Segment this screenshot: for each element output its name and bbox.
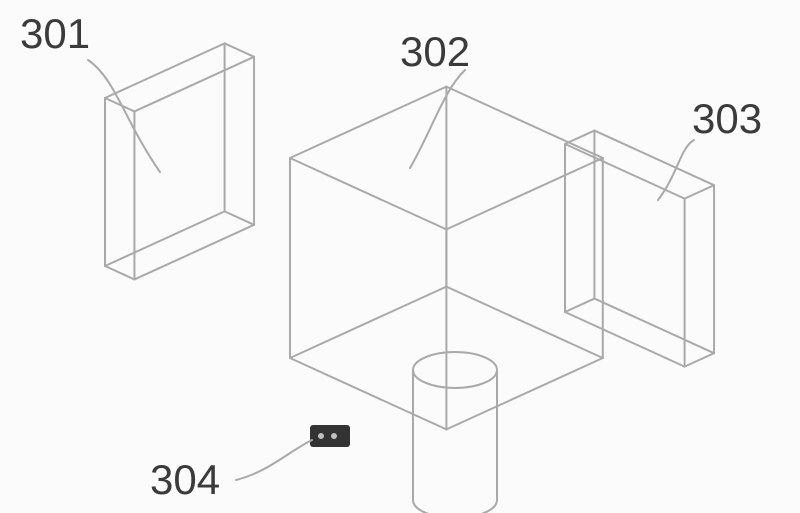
callout-label-302: 302 <box>400 28 470 76</box>
callout-label-303: 303 <box>692 95 762 143</box>
callout-label-301: 301 <box>20 10 90 58</box>
callout-label-304: 304 <box>150 456 220 504</box>
